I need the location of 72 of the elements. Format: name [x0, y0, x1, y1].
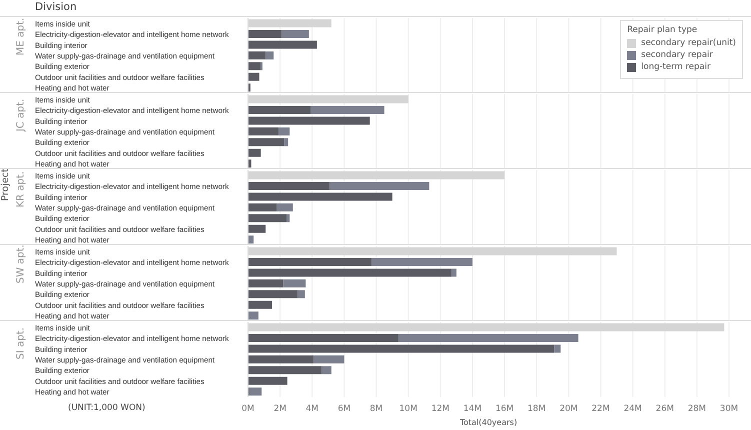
bar	[248, 300, 272, 309]
bar	[248, 138, 284, 146]
bar	[248, 258, 372, 266]
bar	[248, 30, 282, 38]
bar	[284, 138, 288, 146]
bar	[276, 203, 293, 212]
x-tick-label: 8M	[370, 404, 383, 414]
bar	[248, 279, 284, 288]
x-tick-label: 20M	[560, 404, 578, 414]
bar	[248, 334, 399, 342]
bar	[248, 355, 314, 364]
text: Division	[35, 1, 77, 13]
bar	[330, 182, 430, 190]
x-tick-label: 28M	[688, 404, 706, 414]
x-tick-label: 6M	[338, 404, 351, 414]
bar	[248, 40, 317, 49]
x-tick-label: 24M	[624, 404, 642, 414]
y-axis-title: ME apt.	[16, 18, 27, 56]
bar	[310, 106, 384, 114]
bar	[452, 268, 456, 277]
bar	[248, 224, 266, 233]
y-axis-title: JC apt.	[16, 98, 27, 132]
bar	[248, 214, 286, 222]
bar	[266, 51, 274, 60]
bar	[248, 192, 392, 201]
bar	[248, 268, 452, 277]
bar	[250, 388, 262, 396]
bar	[248, 106, 311, 114]
legend-label: long-term repair	[641, 62, 710, 72]
x-tick-label: 16M	[495, 404, 514, 414]
bar	[286, 214, 290, 222]
bar	[248, 127, 278, 136]
x-tick-label: 2M	[274, 404, 286, 414]
bar	[248, 72, 260, 81]
x-tick-label: 22M	[592, 404, 610, 414]
legend-title: Repair plan type	[627, 25, 698, 35]
y-axis-title: SI apt.	[16, 327, 27, 360]
x-axis-title: Total(40years)	[458, 418, 518, 427]
bar	[248, 182, 330, 190]
text: Project	[0, 168, 11, 201]
bar	[371, 258, 472, 266]
bar	[248, 148, 261, 157]
bar	[314, 355, 344, 364]
bar	[398, 334, 578, 342]
x-tick-label: 14M	[463, 404, 482, 414]
bar	[322, 366, 332, 374]
y-axis-title: KR apt.	[16, 171, 27, 208]
text: (UNIT:1,000 WON)	[68, 403, 146, 413]
bar	[248, 344, 554, 353]
bar	[282, 30, 309, 38]
x-tick-label: 10M	[399, 404, 418, 414]
bar	[248, 116, 370, 125]
bar	[248, 62, 261, 70]
bar	[248, 312, 258, 320]
bar	[554, 344, 561, 353]
bar	[248, 51, 266, 60]
bar	[248, 366, 322, 374]
y-axis-title: SW apt.	[16, 244, 27, 284]
bar	[248, 290, 298, 298]
bar	[278, 127, 290, 136]
bar	[248, 376, 288, 385]
bar	[298, 290, 305, 298]
x-tick-label: 4M	[306, 404, 319, 414]
x-tick-label: 30M	[720, 404, 738, 414]
bar	[283, 279, 306, 288]
bar	[248, 203, 277, 212]
x-tick-label: 0M	[242, 404, 254, 414]
legend-label: secondary repair	[641, 50, 713, 60]
x-tick-label: 12M	[431, 404, 450, 414]
x-tick-label: 26M	[656, 404, 674, 414]
x-tick-label: 18M	[528, 404, 546, 414]
legend-label: secondary repair(unit)	[641, 38, 736, 48]
